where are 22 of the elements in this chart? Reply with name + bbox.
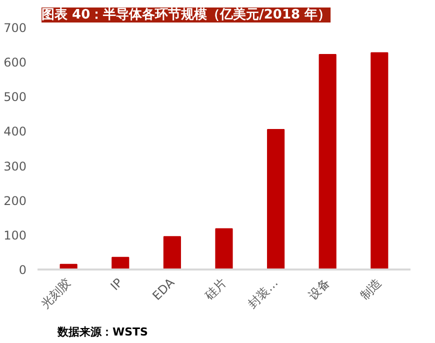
y-tick-label: 300 — [4, 159, 26, 174]
x-tick-label: 封装… — [245, 276, 281, 311]
y-tick-label: 500 — [4, 90, 26, 104]
bar — [215, 228, 233, 270]
y-tick-label: 400 — [4, 124, 26, 139]
bar — [267, 128, 285, 270]
x-tick-label: 制造 — [357, 276, 384, 302]
x-tick-label: 光刻胶 — [38, 276, 74, 311]
y-tick-label: 200 — [4, 194, 26, 208]
bar — [370, 52, 388, 270]
bar — [112, 256, 130, 270]
bar — [163, 236, 181, 270]
y-tick-label: 700 — [4, 21, 26, 35]
x-tick-label: IP — [108, 276, 126, 294]
y-tick-label: 600 — [4, 56, 26, 70]
y-tick-label: 0 — [18, 263, 27, 277]
x-tick-label: 设备 — [306, 276, 333, 302]
source-note: 数据来源：WSTS — [56, 326, 148, 338]
x-tick-label: 硅片 — [201, 276, 229, 304]
y-tick-label: 100 — [4, 228, 26, 242]
chart-title: 图表 40：半导体各环节规模（亿美元/2018 年） — [42, 6, 331, 22]
bar — [318, 54, 336, 270]
